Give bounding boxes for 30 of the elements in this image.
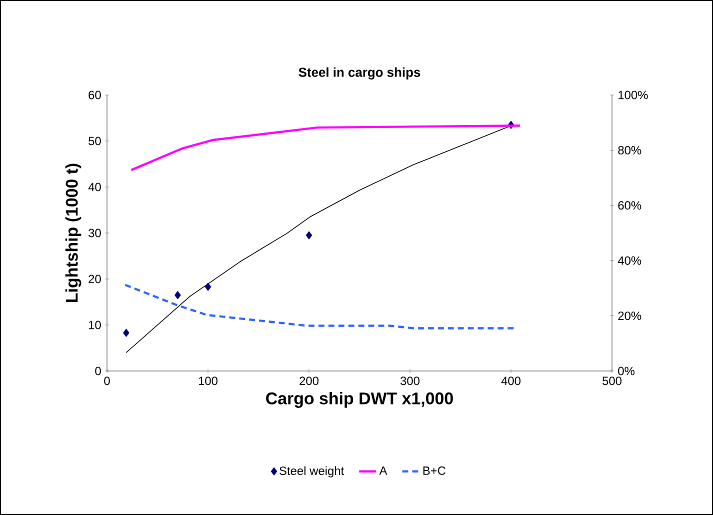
point xyxy=(306,231,312,240)
chart-title: Steel in cargo ships xyxy=(298,67,420,80)
y-tick-label: 40 xyxy=(88,182,101,192)
line-series xyxy=(130,124,522,172)
y2-tick-label: 40% xyxy=(618,256,642,265)
x-tick-label: 0 xyxy=(104,376,110,386)
legend-label: A xyxy=(379,466,388,475)
y2-tick-label: 0% xyxy=(618,366,634,376)
y-tick-label: 50 xyxy=(88,136,101,146)
y-tick-label: 20 xyxy=(88,274,101,284)
point xyxy=(174,290,181,300)
y-tick-label: 60 xyxy=(88,90,101,100)
x-tick-label: 200 xyxy=(300,376,319,386)
y2-tick-label: 100% xyxy=(618,90,648,100)
y2-tick-label: 80% xyxy=(618,146,642,154)
point xyxy=(123,328,130,338)
y-tick-label: 30 xyxy=(88,228,101,238)
x-tick-label: 400 xyxy=(501,376,521,386)
legend-label: Steel weight xyxy=(280,466,344,478)
x-tick-label: 500 xyxy=(602,376,622,386)
y2-tick-label: 60% xyxy=(618,201,642,210)
legend-label: B+C xyxy=(423,466,446,475)
y-tick-label: 0 xyxy=(95,366,101,376)
x-tick-label: 100 xyxy=(198,376,218,386)
point xyxy=(204,282,212,292)
y2-tick-label: 20% xyxy=(618,312,642,320)
x-axis-title: Cargo ship DWT x1,000 xyxy=(266,392,453,408)
y-axis-title: Lightship (1000 t) xyxy=(65,164,82,302)
y-tick-label: 10 xyxy=(88,320,101,330)
x-tick-label: 300 xyxy=(400,376,420,386)
